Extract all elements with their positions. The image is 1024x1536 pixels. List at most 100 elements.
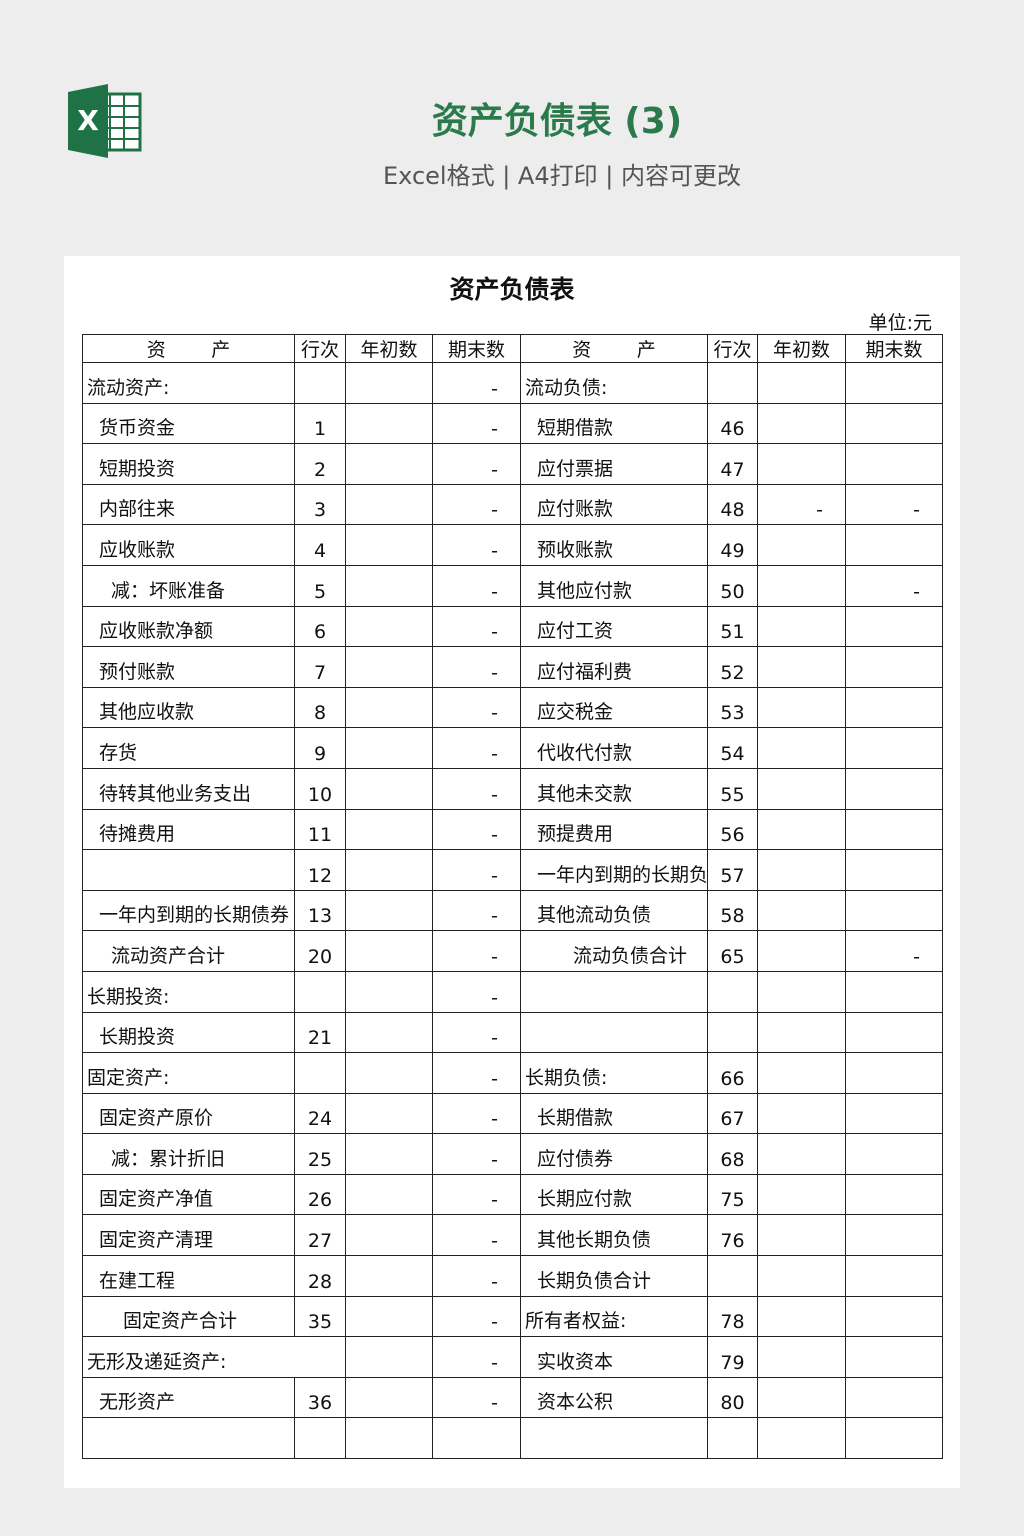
empty-cell: [845, 970, 943, 1013]
table-cell: 58: [707, 889, 758, 932]
table-cell: 21: [294, 1011, 346, 1054]
table-cell: 短期投资: [82, 443, 295, 485]
table-cell: 27: [294, 1214, 346, 1257]
table-cell: 长期投资:: [82, 970, 295, 1013]
table-cell: 内部往来: [82, 483, 295, 526]
empty-cell: [757, 1295, 846, 1338]
header-row: 资产 行次 年初数 期末数 资产 行次 年初数 期末数: [82, 334, 943, 363]
table-row: 存货 9 - 代收代付款 54: [82, 727, 943, 769]
empty-cell: [345, 443, 433, 485]
table-cell: -: [432, 1336, 521, 1378]
table-cell: 48: [707, 483, 758, 526]
header-cell: 年初数: [345, 334, 433, 363]
empty-cell: [845, 1173, 943, 1216]
empty-cell: [345, 483, 433, 526]
table-row: 固定资产: - 长期负债: 66: [82, 1052, 943, 1094]
page-subtitle: Excel格式 | A4打印 | 内容可更改: [383, 162, 741, 190]
table-cell: 应付债券: [520, 1133, 708, 1175]
empty-cell: [707, 970, 758, 1013]
table-cell: 6: [294, 605, 346, 648]
table-cell: 50: [707, 564, 758, 607]
table-row: 其他应收款 8 - 应交税金 53: [82, 686, 943, 729]
empty-cell: [345, 646, 433, 688]
empty-cell: [845, 1417, 943, 1460]
empty-cell: [845, 605, 943, 648]
table-cell: 固定资产原价: [82, 1092, 295, 1135]
empty-cell: [345, 1011, 433, 1054]
table-cell: 75: [707, 1173, 758, 1216]
empty-cell: [82, 1417, 295, 1460]
empty-cell: [757, 889, 846, 932]
empty-cell: [845, 1214, 943, 1257]
table-cell: -: [432, 930, 521, 972]
table-cell: 固定资产净值: [82, 1173, 295, 1216]
empty-cell: [757, 524, 846, 566]
table-cell: -: [432, 524, 521, 566]
table-cell: 66: [707, 1052, 758, 1094]
empty-cell: [845, 1336, 943, 1378]
table-cell: -: [432, 564, 521, 607]
table-row: 一年内到期的长期债券 13 - 其他流动负债 58: [82, 889, 943, 932]
table-cell: 20: [294, 930, 346, 972]
header-cell: 资产: [520, 334, 708, 363]
unit-label: 单位:元: [868, 312, 932, 334]
empty-cell: [520, 1417, 708, 1460]
table-cell: 在建工程: [82, 1255, 295, 1297]
empty-cell: [345, 524, 433, 566]
table-cell: 实收资本: [520, 1336, 708, 1378]
table-cell: 减：累计折旧: [82, 1133, 295, 1175]
header-cell: 行次: [294, 334, 346, 363]
table-row: 应收账款 4 - 预收账款 49: [82, 524, 943, 566]
table-cell: 所有者权益:: [520, 1295, 708, 1338]
table-row: 流动资产合计 20- 流动负债合计 65-: [82, 930, 943, 972]
table-row: 长期投资: -: [82, 970, 943, 1013]
table-row: 内部往来 3- 应付账款 48- -: [82, 483, 943, 526]
empty-cell: [845, 767, 943, 810]
table-cell: 一年内到期的长期债券: [82, 889, 295, 932]
table-cell: 长期负债:: [520, 1052, 708, 1094]
table-cell: 其他未交款: [520, 767, 708, 810]
empty-cell: [757, 767, 846, 810]
empty-cell: [707, 1255, 758, 1297]
empty-cell: [757, 1011, 846, 1054]
empty-cell: [757, 1214, 846, 1257]
empty-cell: [345, 1173, 433, 1216]
empty-cell: [757, 646, 846, 688]
table-row: 12 -一年内到期的长期负债57: [82, 849, 943, 891]
table-cell: -: [432, 970, 521, 1013]
table-cell: 应付票据: [520, 443, 708, 485]
table-row: 预付账款 7 - 应付福利费 52: [82, 646, 943, 688]
table-cell: 短期借款: [520, 402, 708, 445]
table-cell: -: [432, 443, 521, 485]
table-cell: 3: [294, 483, 346, 526]
table-cell: 应收账款: [82, 524, 295, 566]
table-cell: 2: [294, 443, 346, 485]
empty-cell: [845, 402, 943, 445]
empty-cell: [294, 1417, 346, 1460]
table-cell: -: [432, 605, 521, 648]
table-cell: 其他流动负债: [520, 889, 708, 932]
table-cell: -: [432, 1052, 521, 1094]
page-title: 资产负债表 (3): [431, 101, 683, 142]
table-cell: 36: [294, 1376, 346, 1419]
table-cell: 79: [707, 1336, 758, 1378]
empty-cell: [345, 1133, 433, 1175]
table-cell: -: [432, 483, 521, 526]
table-cell: 长期投资: [82, 1011, 295, 1054]
empty-cell: [757, 1092, 846, 1135]
table-cell: 应收账款净额: [82, 605, 295, 648]
empty-cell: [345, 727, 433, 769]
table-cell: -: [432, 1376, 521, 1419]
table-cell: 7: [294, 646, 346, 688]
empty-cell: [707, 362, 758, 404]
empty-cell: [845, 1052, 943, 1094]
empty-cell: [757, 849, 846, 891]
table-cell: 减：坏账准备: [82, 564, 295, 607]
table-row: 流动资产: - 流动负债:: [82, 362, 943, 404]
table-row: 无形及递延资产: - 实收资本 79: [82, 1336, 943, 1378]
empty-cell: [757, 1376, 846, 1419]
table-row: 无形资产 36 - 资本公积 80: [82, 1376, 943, 1419]
table-cell: -: [432, 1011, 521, 1054]
table-cell: 52: [707, 646, 758, 688]
table-cell: -: [432, 1255, 521, 1297]
